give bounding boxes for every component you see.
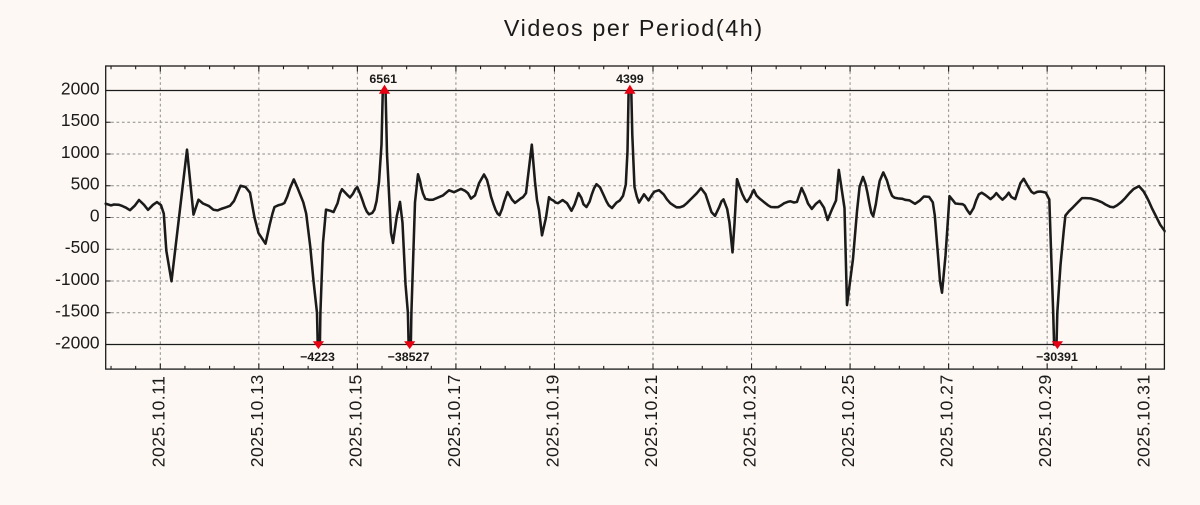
svg-text:2025.10.15: 2025.10.15 xyxy=(345,374,365,467)
svg-text:−4223: −4223 xyxy=(300,350,335,364)
svg-text:-1500: -1500 xyxy=(55,301,99,321)
svg-text:500: 500 xyxy=(71,174,100,194)
svg-text:0: 0 xyxy=(90,205,100,225)
svg-text:-1000: -1000 xyxy=(55,269,99,289)
svg-text:2025.10.21: 2025.10.21 xyxy=(641,374,661,467)
svg-text:2025.10.29: 2025.10.29 xyxy=(1035,374,1055,467)
svg-text:2025.10.25: 2025.10.25 xyxy=(838,374,858,467)
svg-text:6561: 6561 xyxy=(369,72,397,86)
svg-text:2025.10.17: 2025.10.17 xyxy=(444,374,464,467)
svg-text:2025.10.27: 2025.10.27 xyxy=(937,374,957,467)
svg-text:Videos per Period(4h): Videos per Period(4h) xyxy=(504,15,764,41)
svg-text:−38527: −38527 xyxy=(388,350,430,364)
svg-text:2000: 2000 xyxy=(61,78,100,98)
svg-text:−30391: −30391 xyxy=(1036,350,1078,364)
svg-text:2025.10.11: 2025.10.11 xyxy=(148,376,168,468)
svg-text:2025.10.23: 2025.10.23 xyxy=(740,374,760,467)
svg-text:-2000: -2000 xyxy=(55,332,99,352)
svg-text:4399: 4399 xyxy=(616,72,644,86)
svg-text:1500: 1500 xyxy=(61,110,100,130)
svg-text:2025.10.31: 2025.10.31 xyxy=(1134,374,1154,467)
svg-text:-500: -500 xyxy=(65,237,100,257)
svg-text:2025.10.19: 2025.10.19 xyxy=(542,374,562,467)
svg-text:2025.10.13: 2025.10.13 xyxy=(247,374,267,467)
svg-text:1000: 1000 xyxy=(61,142,100,162)
